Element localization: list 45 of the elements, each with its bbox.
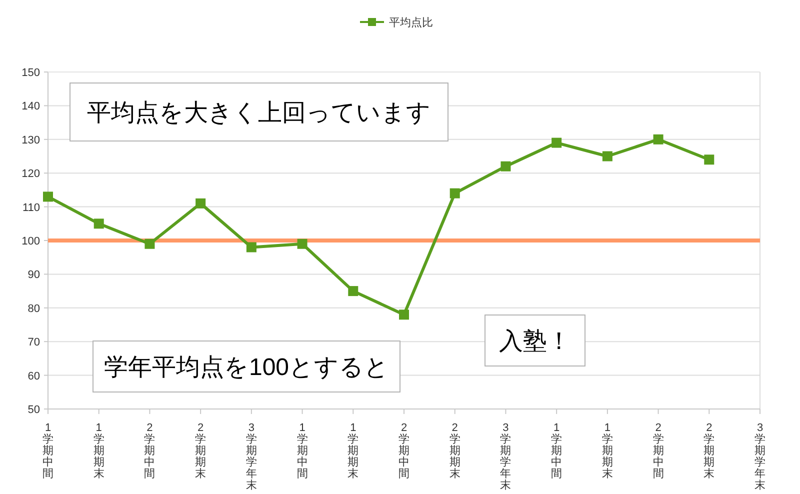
point (196, 198, 206, 208)
y-tick-label: 130 (22, 134, 40, 146)
point (348, 286, 358, 296)
y-tick-label: 50 (28, 404, 40, 416)
x-tick-label: 2学期期末 (195, 422, 206, 480)
point (500, 161, 511, 172)
point (94, 218, 104, 229)
y-tick-label: 60 (28, 370, 40, 382)
annotation: 平均点を大きく上回っています (87, 100, 431, 127)
x-tick-label: 3学期学年末 (500, 422, 512, 492)
legend: 平均点比 (360, 17, 433, 29)
x-tick-label: 1学期期末 (602, 422, 613, 480)
legend-label: 平均点比 (389, 16, 433, 29)
x-tick-label: 1学期期末 (348, 422, 359, 480)
y-tick-label: 140 (22, 100, 40, 113)
annotation: 学年平均点を100とすると (104, 354, 390, 382)
y-tick-label: 70 (28, 336, 40, 349)
point (653, 134, 664, 144)
x-tick-label: 1学期期末 (93, 422, 104, 480)
annotation: 入塾！ (499, 328, 571, 356)
x-tick-label: 2学期中間 (398, 422, 410, 480)
x-tick-label: 1学期中間 (42, 422, 54, 480)
x-tick-label: 2学期中間 (144, 422, 156, 480)
y-tick-label: 120 (22, 168, 40, 180)
x-tick-label: 1学期中間 (551, 422, 562, 480)
point (602, 151, 612, 162)
point (246, 242, 256, 252)
x-tick-label: 3学期学年末 (246, 422, 257, 492)
y-tick-label: 150 (22, 67, 40, 79)
point (704, 154, 714, 165)
x-tick-label: 2学期期末 (704, 422, 715, 480)
y-tick-label: 80 (28, 302, 40, 315)
point (552, 138, 562, 148)
y-tick-label: 110 (22, 202, 40, 214)
x-tick-label: 1学期中間 (296, 422, 308, 480)
point (43, 192, 53, 202)
point (144, 238, 155, 249)
point (297, 238, 308, 249)
x-tick-label: 2学期期末 (449, 422, 460, 480)
point (399, 310, 409, 320)
x-tick-label: 2学期中間 (652, 422, 664, 480)
x-tick-label: 3学期学年末 (754, 422, 766, 492)
y-tick-label: 90 (28, 269, 40, 282)
point (450, 188, 460, 198)
y-tick-label: 100 (22, 236, 40, 248)
